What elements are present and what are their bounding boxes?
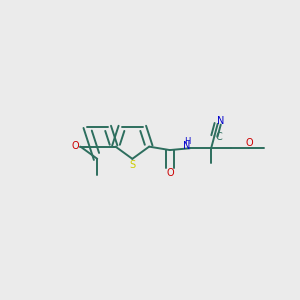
- Text: N: N: [217, 116, 224, 126]
- Text: O: O: [245, 138, 253, 148]
- Text: H: H: [184, 137, 191, 146]
- Text: O: O: [71, 141, 79, 151]
- Text: S: S: [129, 160, 135, 170]
- Text: O: O: [166, 168, 174, 178]
- Text: C: C: [216, 132, 223, 142]
- Text: N: N: [183, 141, 191, 151]
